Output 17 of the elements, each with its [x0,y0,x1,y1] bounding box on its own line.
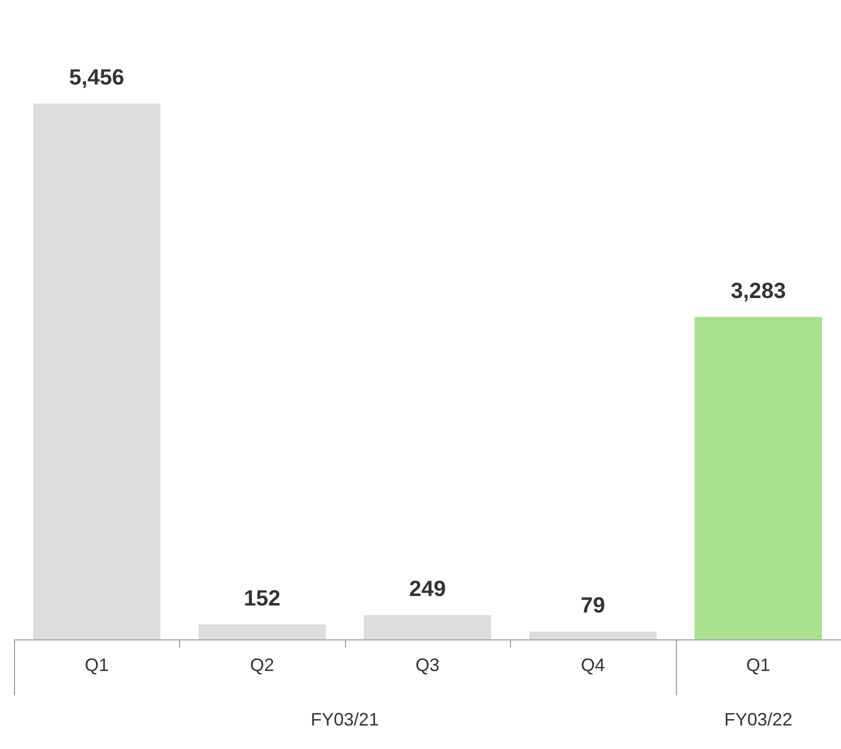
text: FY03/22 [724,709,792,730]
data-label: 249 [409,576,446,601]
x-tick-label: Q2 [250,655,274,676]
data-label: 152 [244,586,280,611]
data-label: 3,283 [730,278,786,303]
bar [33,103,160,640]
bar [198,624,326,640]
x-tick-label: Q1 [746,655,770,676]
data-label: 5,456 [69,64,124,90]
x-tick-label: Q4 [580,655,605,676]
bar [529,632,657,640]
x-tick-label: Q1 [84,655,109,676]
data-label: 79 [580,592,606,618]
bar [364,614,492,640]
text: FY03/21 [310,709,379,730]
bar [694,316,822,640]
x-tick-label: Q3 [415,655,440,676]
